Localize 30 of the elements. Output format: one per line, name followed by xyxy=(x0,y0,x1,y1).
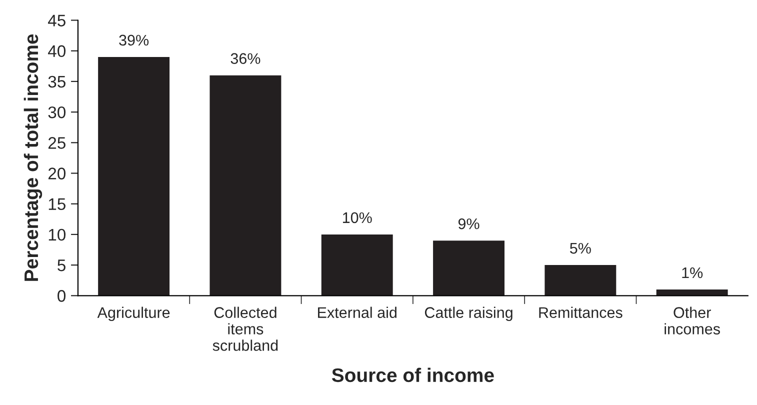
y-tick-label: 0 xyxy=(58,290,66,302)
x-tick-label: Collected items scrubland xyxy=(212,306,278,351)
data-label: 5% xyxy=(570,242,591,254)
y-tick-label: 10 xyxy=(48,228,66,241)
x-tick-label: Remittances xyxy=(539,306,622,318)
y-tick-label: 40 xyxy=(48,45,66,58)
y-tick-label: 5 xyxy=(58,260,66,272)
bar xyxy=(321,234,393,296)
y-tick-label: 45 xyxy=(48,14,66,26)
bar xyxy=(210,75,282,296)
bar xyxy=(656,290,728,296)
y-tick-label: 30 xyxy=(48,106,66,118)
y-tick-label: 35 xyxy=(48,76,66,88)
x-tick-label: Agriculture xyxy=(97,306,170,322)
bar xyxy=(98,56,170,296)
data-label: 9% xyxy=(458,218,480,230)
x-axis-title: Source of income xyxy=(332,368,494,382)
data-label: 36% xyxy=(230,53,260,64)
y-tick-label: 15 xyxy=(48,198,66,210)
data-label: 10% xyxy=(342,212,372,224)
y-axis-title: Percentage of total income xyxy=(24,34,42,281)
bar xyxy=(433,240,505,296)
y-tick-label: 20 xyxy=(48,168,66,180)
x-tick-label: Cattle raising xyxy=(424,306,512,322)
data-label: 1% xyxy=(682,267,703,278)
data-label: 39% xyxy=(119,34,149,46)
y-tick-label: 25 xyxy=(48,137,66,149)
x-tick-label: Other incomes xyxy=(664,306,720,334)
bar xyxy=(544,265,616,296)
x-tick-label: External aid xyxy=(318,306,396,318)
